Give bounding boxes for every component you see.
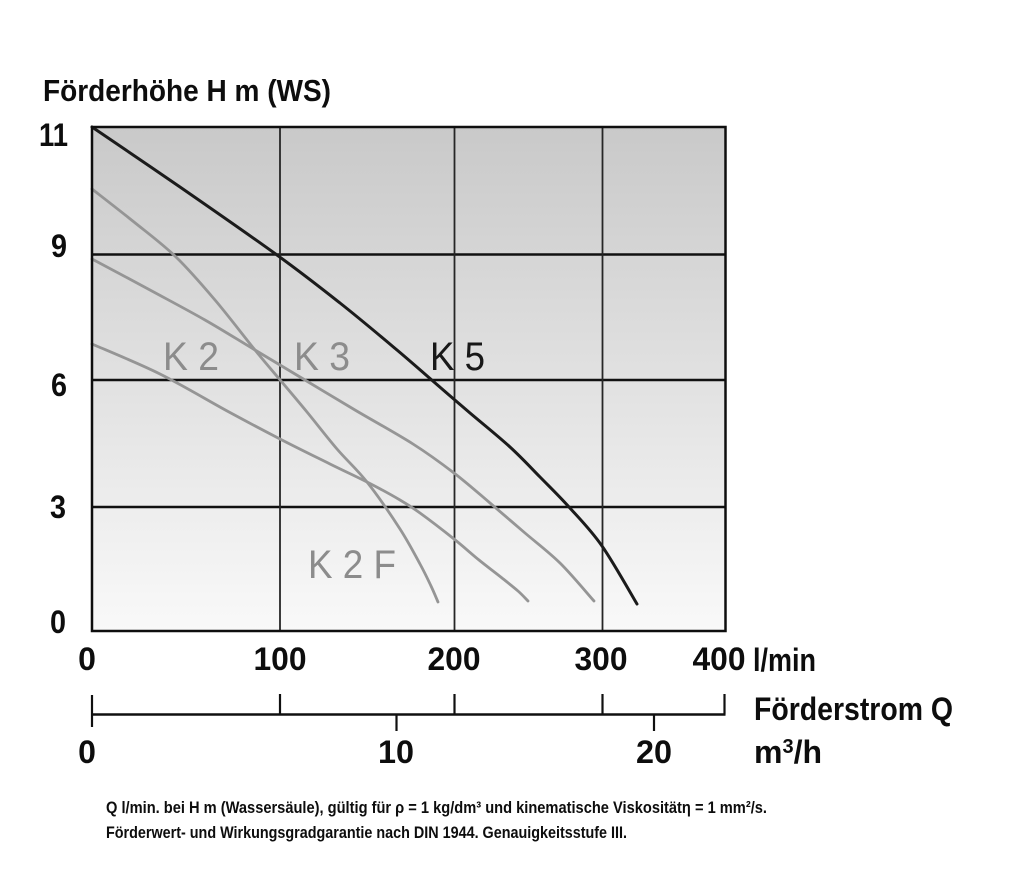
svg-text:K 2 F: K 2 F — [308, 543, 396, 587]
svg-text:0: 0 — [78, 734, 96, 770]
svg-text:0: 0 — [78, 641, 96, 677]
svg-text:Förderhöhe H m (WS): Förderhöhe H m (WS) — [43, 73, 331, 108]
svg-text:0: 0 — [50, 604, 66, 640]
svg-text:10: 10 — [378, 734, 414, 770]
svg-text:Förderstrom Q: Förderstrom Q — [754, 691, 953, 727]
svg-text:9: 9 — [51, 228, 67, 264]
svg-text:100: 100 — [254, 641, 307, 677]
svg-text:l/min: l/min — [753, 642, 816, 678]
svg-text:20: 20 — [636, 734, 672, 770]
svg-text:11: 11 — [39, 117, 68, 153]
svg-text:200: 200 — [428, 641, 481, 677]
svg-text:K 2: K 2 — [163, 335, 219, 379]
svg-text:6: 6 — [51, 367, 67, 403]
svg-text:Q l/min. bei H m (Wassersäule): Q l/min. bei H m (Wassersäule), gültig f… — [106, 799, 767, 817]
svg-text:400: 400 — [693, 641, 746, 677]
svg-text:K 5: K 5 — [430, 335, 485, 379]
svg-text:K 3: K 3 — [294, 335, 350, 379]
svg-text:3: 3 — [50, 489, 66, 525]
svg-text:Förderwert- und Wirkungsgradga: Förderwert- und Wirkungsgradgarantie nac… — [106, 824, 627, 842]
svg-text:300: 300 — [575, 641, 628, 677]
